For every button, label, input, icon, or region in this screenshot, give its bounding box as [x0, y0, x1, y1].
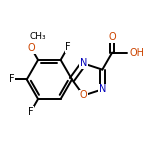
- Text: O: O: [27, 43, 35, 53]
- Text: O: O: [108, 33, 116, 42]
- Text: N: N: [80, 59, 87, 69]
- Text: F: F: [9, 74, 14, 85]
- Text: CH₃: CH₃: [29, 32, 46, 41]
- Text: F: F: [65, 42, 71, 52]
- Text: O: O: [80, 90, 87, 100]
- Text: OH: OH: [130, 48, 145, 58]
- Text: N: N: [99, 84, 106, 94]
- Text: F: F: [28, 107, 33, 117]
